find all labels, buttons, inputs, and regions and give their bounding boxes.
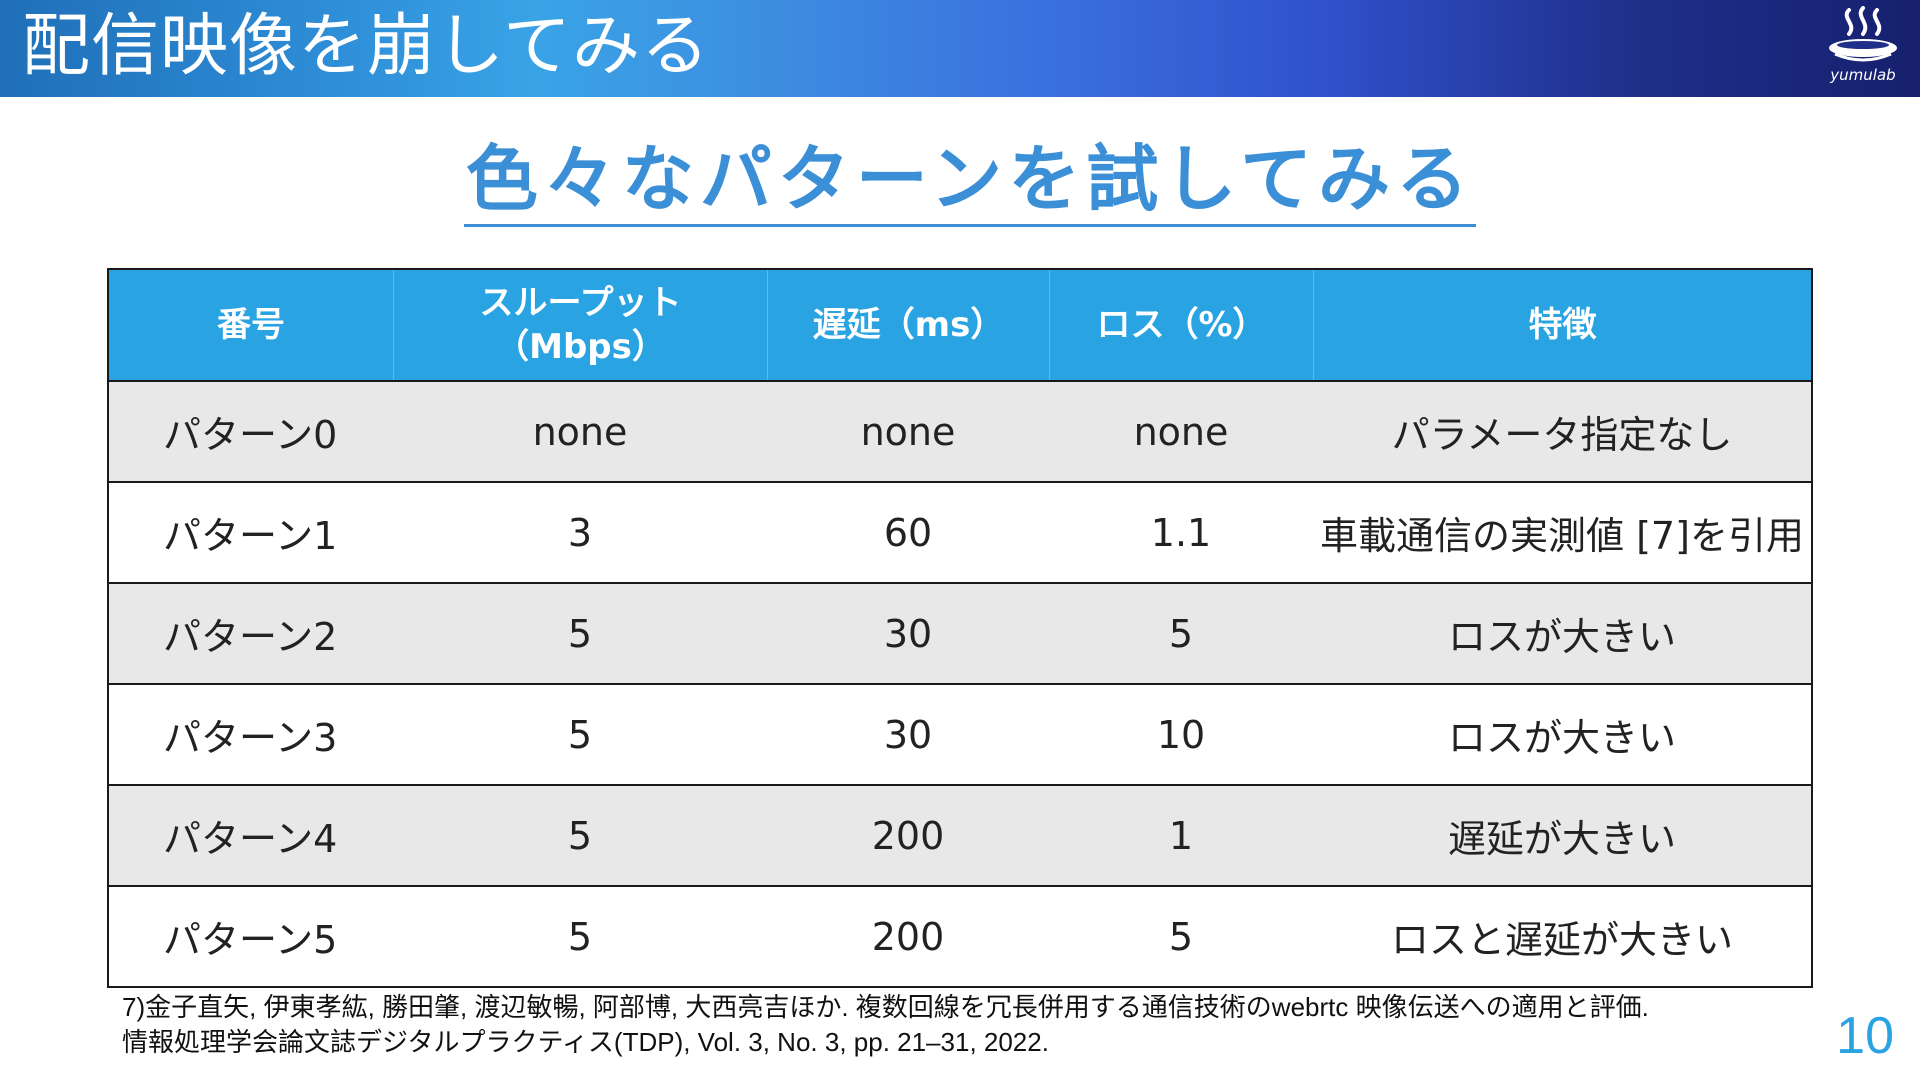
section-heading: 色々なパターンを試してみる [0, 136, 1920, 227]
section-heading-text: 色々なパターンを試してみる [463, 136, 1477, 227]
cell-loss: none [1133, 409, 1229, 454]
cell-loss: 10 [1156, 712, 1206, 757]
column-header-number: 番号 [217, 305, 285, 345]
cell-throughput: 5 [567, 611, 593, 656]
cell-latency: 60 [883, 510, 933, 555]
column-header-loss: ロス（%） [1049, 270, 1313, 380]
footnote-line: 情報処理学会論文誌デジタルプラクティス(TDP), Vol. 3, No. 3,… [122, 1027, 1049, 1057]
cell-feature: 車載通信の実測値 [7]を引用 [1320, 514, 1804, 558]
table-row: パターン0 none none none パラメータ指定なし [109, 382, 1811, 483]
table-row: パターン2 5 30 5 ロスが大きい [109, 584, 1811, 685]
cell-feature: ロスと遅延が大きい [1390, 918, 1733, 962]
cell-latency: 200 [871, 813, 945, 858]
cell-latency: 200 [871, 914, 945, 959]
slide-title: 配信映像を崩してみる [22, 7, 710, 86]
onsen-steam-icon [1829, 6, 1897, 62]
cell-loss: 1 [1168, 813, 1194, 858]
cell-number: パターン4 [163, 817, 338, 861]
cell-throughput: 5 [567, 712, 593, 757]
column-header-latency: 遅延（ms） [767, 270, 1049, 380]
cell-throughput: 3 [567, 510, 593, 555]
column-header-feature: 特徴 [1313, 270, 1811, 380]
footnote-line: 7)金子直矢, 伊東孝紘, 勝田肇, 渡辺敏暢, 阿部博, 大西亮吉ほか. 複数… [122, 992, 1649, 1022]
cell-number: パターン5 [163, 918, 338, 962]
cell-number: パターン2 [163, 615, 338, 659]
title-bar: 配信映像を崩してみる yumulab [0, 0, 1920, 97]
cell-number: パターン0 [163, 413, 338, 457]
pattern-table: 番号 スループット （Mbps） 遅延（ms） ロス（%） 特徴 パターン0 no… [107, 268, 1813, 988]
column-header-throughput-text: スループット （Mbps） [479, 283, 682, 367]
cell-latency: 30 [883, 611, 933, 656]
table-header-row: 番号 スループット （Mbps） 遅延（ms） ロス（%） 特徴 [109, 270, 1811, 382]
table-row: パターン3 5 30 10 ロスが大きい [109, 685, 1811, 786]
cell-number: パターン1 [163, 514, 338, 558]
cell-feature: ロスが大きい [1447, 615, 1676, 659]
page-number: 10 [1836, 1007, 1894, 1065]
table-row: パターン4 5 200 1 遅延が大きい [109, 786, 1811, 887]
cell-feature: ロスが大きい [1447, 716, 1676, 760]
logo-text: yumulab [1830, 66, 1896, 84]
cell-throughput: 5 [567, 813, 593, 858]
table-row: パターン5 5 200 5 ロスと遅延が大きい [109, 887, 1811, 986]
lab-logo: yumulab [1820, 4, 1906, 94]
table-row: パターン1 3 60 1.1 車載通信の実測値 [7]を引用 [109, 483, 1811, 584]
cell-loss: 1.1 [1150, 510, 1212, 555]
cell-feature: パラメータ指定なし [1391, 413, 1733, 457]
cell-number: パターン3 [163, 716, 338, 760]
cell-throughput: 5 [567, 914, 593, 959]
cell-latency: none [860, 409, 956, 454]
cell-throughput: none [532, 409, 628, 454]
cell-loss: 5 [1168, 611, 1194, 656]
cell-loss: 5 [1168, 914, 1194, 959]
reference-footnote: 7)金子直矢, 伊東孝紘, 勝田肇, 渡辺敏暢, 阿部博, 大西亮吉ほか. 複数… [122, 990, 1782, 1060]
cell-feature: 遅延が大きい [1447, 817, 1676, 861]
cell-latency: 30 [883, 712, 933, 757]
column-header-throughput: スループット （Mbps） [393, 270, 767, 380]
